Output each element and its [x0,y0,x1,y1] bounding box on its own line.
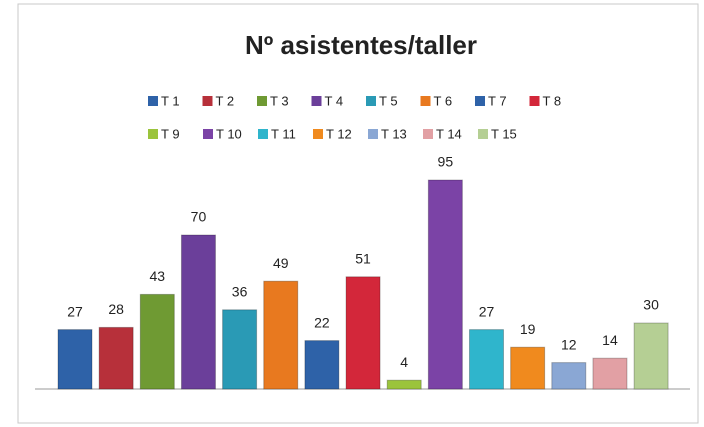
legend-swatch [258,129,268,139]
legend-swatch [257,96,267,106]
bar [180,234,216,390]
bar [469,329,504,390]
legend-swatch [148,96,158,106]
legend-swatch [420,96,431,106]
data-label: 43 [150,268,166,284]
data-label: 36 [232,284,248,300]
data-label: 27 [479,303,495,319]
legend-label: T 9 [161,126,180,141]
bar [57,329,93,390]
legend-swatch [202,96,213,106]
legend-label: T 10 [216,126,242,141]
bar [304,340,340,390]
data-label: 19 [520,321,536,337]
bar [98,326,134,390]
bar [139,293,175,390]
data-label: 70 [191,209,207,225]
legend-label: T 4 [325,93,344,108]
chart-title: Nº asistentes/taller [245,30,477,60]
bar [345,276,381,390]
legend-label: T 5 [379,93,398,108]
data-label: 4 [400,354,408,370]
legend-swatch [368,129,378,139]
legend-label: T 2 [216,93,235,108]
legend-label: T 8 [543,93,562,108]
bar [386,379,422,390]
legend-label: T 1 [161,93,180,108]
legend-swatch [148,129,158,139]
legend-swatch [311,96,322,106]
data-label: 51 [355,251,371,267]
bar [592,357,628,390]
legend-swatch [529,96,540,106]
bar [222,309,258,390]
legend-label: T 12 [326,126,352,141]
data-label: 12 [561,336,577,352]
legend-swatch [313,129,323,139]
legend-label: T 3 [270,93,289,108]
legend-label: T 15 [491,126,517,141]
bar [551,362,587,390]
legend-label: T 7 [488,93,507,108]
legend-label: T 13 [381,126,407,141]
legend-swatch [475,96,485,106]
data-label: 14 [602,332,618,348]
bar [263,280,299,390]
legend-label: T 14 [436,126,462,141]
legend-swatch [478,129,488,139]
data-label: 22 [314,314,330,330]
data-label: 95 [438,154,454,170]
bar [510,346,546,390]
bar [633,322,669,390]
legend-swatch [423,129,433,139]
bar [427,179,463,390]
data-label: 27 [67,303,83,319]
legend-swatch [203,129,213,139]
data-label: 28 [108,301,124,317]
legend-label: T 11 [271,126,296,141]
legend-label: T 6 [434,93,453,108]
legend-swatch [366,96,376,106]
data-label: 49 [273,255,289,271]
data-label: 30 [643,297,659,313]
